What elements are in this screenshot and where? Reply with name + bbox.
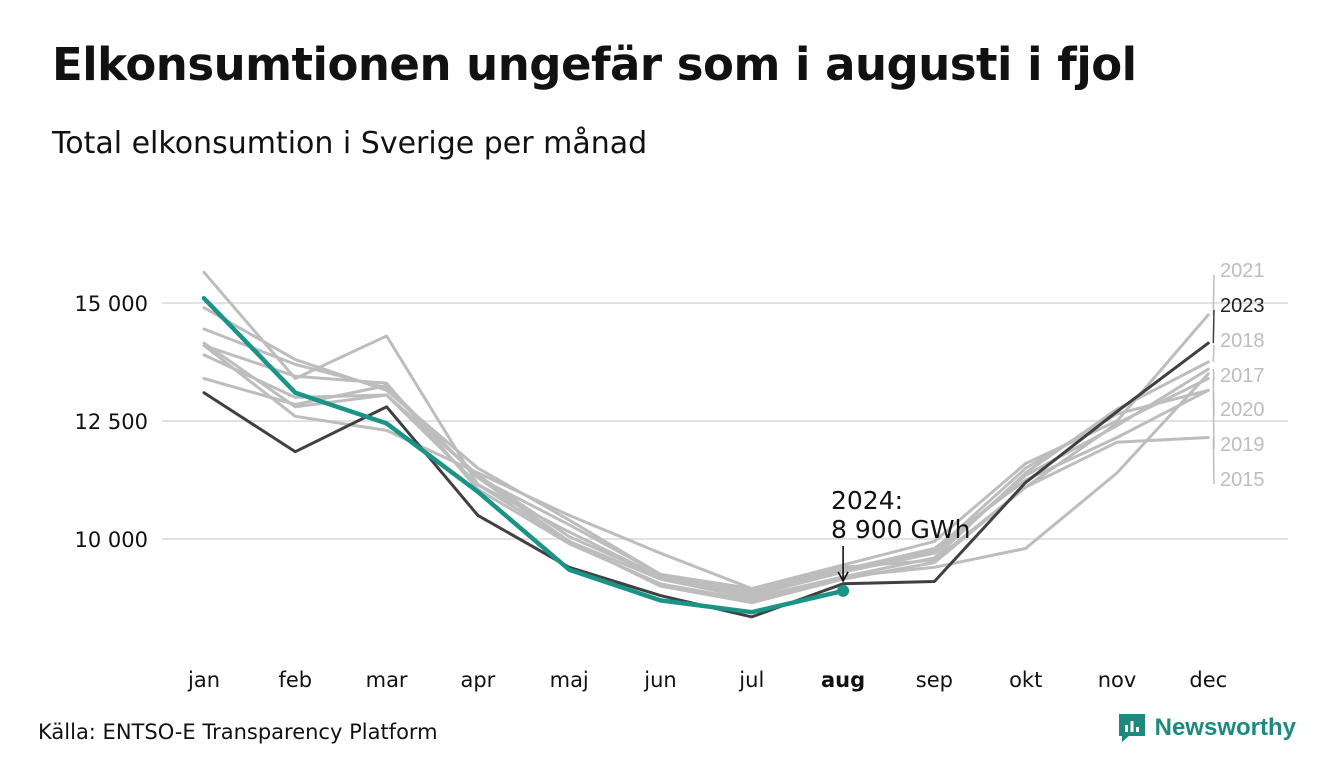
x-tick-label-apr: apr xyxy=(460,668,495,692)
annotation: 2024:8 900 GWh xyxy=(831,486,970,583)
leader-line-2023 xyxy=(1212,309,1215,344)
y-axis-ticks: 10 000 12 500 15 000 xyxy=(75,292,148,552)
line-chart: 10 000 12 500 15 000 jan feb mar apr maj jun jul… xyxy=(75,260,1288,692)
year-label-2017: 2017 xyxy=(1220,365,1265,387)
annotation-line-2: 8 900 GWh xyxy=(831,515,970,544)
brand: Newsworthy xyxy=(1117,712,1296,744)
x-tick-label-maj: maj xyxy=(550,668,589,692)
series-line-2024 xyxy=(201,296,846,615)
annotation-line-1: 2024: xyxy=(831,486,903,515)
newsworthy-logo-icon xyxy=(1118,714,1145,742)
x-tick-label-feb: feb xyxy=(278,668,312,692)
year-label-2020: 2020 xyxy=(1220,399,1265,421)
x-tick-label-okt: okt xyxy=(1009,668,1042,692)
x-tick-label-jan: jan xyxy=(187,668,220,692)
current-point-marker xyxy=(837,584,850,597)
brand-name: Newsworthy xyxy=(1154,714,1296,741)
y-tick-label: 15 000 xyxy=(75,292,148,316)
series-line-2021 xyxy=(202,306,1210,591)
year-label-2023: 2023 xyxy=(1220,295,1265,317)
x-tick-label-nov: nov xyxy=(1098,668,1137,692)
leader-line-2021 xyxy=(1212,274,1215,315)
x-axis-ticks: jan feb mar apr maj jun jul aug sep okt nov dec xyxy=(187,668,1227,692)
year-label-2019: 2019 xyxy=(1220,434,1265,456)
x-tick-label-dec: dec xyxy=(1189,668,1227,692)
year-label-2018: 2018 xyxy=(1220,330,1265,352)
chart-title: Elkonsumtionen ungefär som i augusti i f… xyxy=(52,38,1137,91)
year-labels: 2021 2023 2018 2017 2020 2019 2015 xyxy=(1212,260,1265,491)
series-line-2016 xyxy=(202,327,1210,593)
x-tick-label-mar: mar xyxy=(366,668,408,692)
annotation-arrow-head xyxy=(837,571,849,583)
series-line-2023 xyxy=(202,341,1210,619)
y-tick-label: 12 500 xyxy=(75,410,148,434)
series-line-2019 xyxy=(202,341,1210,598)
x-tick-label-sep: sep xyxy=(916,668,953,692)
series-line-2022 xyxy=(202,344,1210,602)
leader-line-2018 xyxy=(1212,344,1215,363)
leader-line-2017 xyxy=(1212,369,1215,381)
x-tick-label-aug: aug xyxy=(821,668,865,692)
series-lines xyxy=(201,270,1210,619)
series-line-2015 xyxy=(202,344,1210,591)
x-tick-label-jun: jun xyxy=(643,668,676,692)
source-note: Källa: ENTSO-E Transparency Platform xyxy=(38,720,438,744)
year-label-2021: 2021 xyxy=(1220,260,1265,282)
year-label-2015: 2015 xyxy=(1220,469,1265,491)
chart-subtitle: Total elkonsumtion i Sverige per månad xyxy=(52,126,648,161)
series-line-2017 xyxy=(202,353,1210,595)
series-line-2020 xyxy=(202,377,1210,605)
leader-line-2015 xyxy=(1212,437,1215,485)
y-tick-label: 10 000 xyxy=(75,528,148,552)
x-tick-label-jul: jul xyxy=(738,668,764,692)
series-line-2018 xyxy=(202,270,1210,600)
